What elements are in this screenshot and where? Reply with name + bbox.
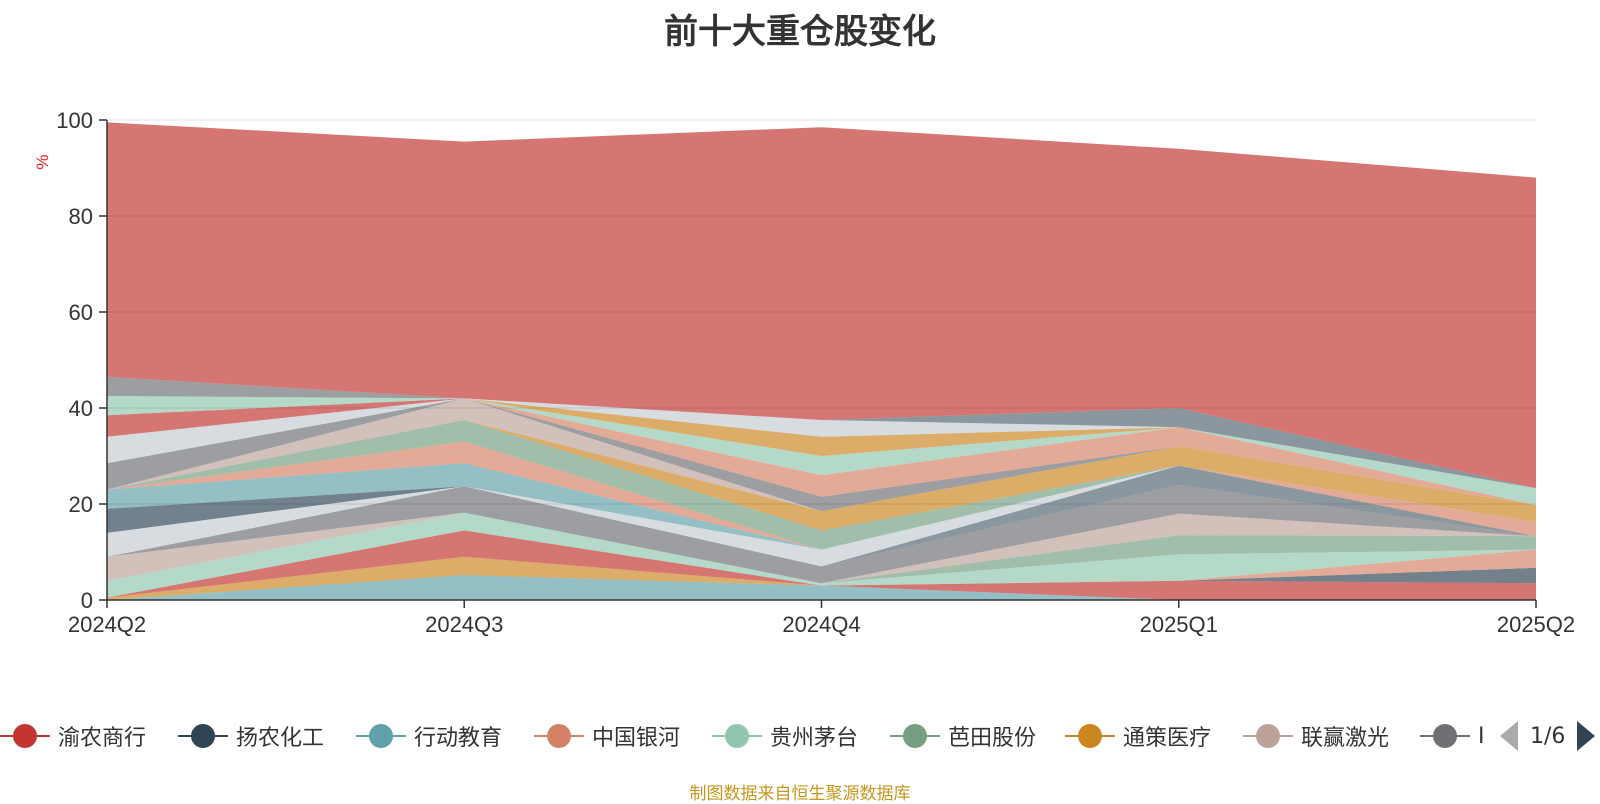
axis-layer: 0 20 40 60 80 100 2024Q2 2024Q3 2024Q4 2025Q1 2025…: [56, 108, 1575, 637]
legend-label: I: [1478, 723, 1485, 749]
legend-item[interactable]: I: [1420, 712, 1485, 760]
legend-label: 行动教育: [414, 726, 503, 751]
legend-marker-icon: [712, 724, 762, 748]
series-area-24[interactable]: [107, 396, 1536, 489]
y-tick-label: 20: [69, 492, 93, 517]
series-area-6[interactable]: [107, 512, 1536, 598]
legend-label: 联赢激光: [1301, 726, 1390, 751]
area-layer: [107, 122, 1536, 600]
series-area-7[interactable]: [107, 512, 1536, 584]
series-area-2[interactable]: [107, 556, 1536, 600]
legend-item[interactable]: 联赢激光: [1243, 712, 1389, 760]
series-area-8[interactable]: [107, 512, 1536, 584]
legend-label: 通策医疗: [1123, 726, 1212, 751]
x-tick-label: 2024Q3: [425, 612, 503, 637]
y-tick-label: 100: [56, 108, 93, 133]
chart-title: 前十大重仓股变化: [664, 12, 936, 52]
next-page-icon[interactable]: [1577, 721, 1596, 751]
series-area-1[interactable]: [107, 575, 1536, 600]
legend-item[interactable]: 中国银河: [534, 712, 680, 760]
legend-marker-icon: [356, 724, 406, 748]
legend-pager: 1/6: [1500, 718, 1596, 754]
legend-item[interactable]: 行动教育: [356, 712, 502, 760]
legend-label: 扬农化工: [236, 726, 325, 751]
legend-marker-icon: [1420, 724, 1470, 748]
series-area-23[interactable]: [107, 396, 1536, 489]
legend-marker-icon: [1243, 724, 1293, 748]
legend-label: 中国银河: [592, 726, 681, 751]
y-axis-label: %: [33, 154, 52, 169]
series-area-27[interactable]: [107, 376, 1536, 489]
legend-label: 芭田股份: [948, 726, 1037, 751]
series-area-28[interactable]: [107, 122, 1536, 489]
legend-marker-icon: [534, 724, 584, 748]
legend-item[interactable]: 芭田股份: [890, 712, 1036, 760]
legend-marker-icon: [890, 724, 940, 748]
y-tick-label: 80: [69, 204, 93, 229]
previous-page-icon[interactable]: [1500, 721, 1518, 751]
legend-marker-icon: [0, 724, 50, 748]
series-area-26[interactable]: [107, 396, 1536, 489]
legend-item[interactable]: 贵州茅台: [712, 712, 858, 760]
legend: 渝农商行 扬农化工 行动教育 中国银河 贵州茅台 芭田股份 通策医疗 联赢激光 I: [0, 712, 1600, 760]
y-tick-label: 40: [69, 396, 93, 421]
x-tick-label: 2025Q2: [1497, 612, 1575, 637]
legend-marker-icon: [1065, 724, 1115, 748]
y-tick-label: 60: [69, 300, 93, 325]
x-tick-label: 2025Q1: [1140, 612, 1218, 637]
page-indicator: 1/6: [1530, 723, 1566, 749]
series-area-13[interactable]: [107, 463, 1536, 550]
x-tick-label: 2024Q2: [68, 612, 146, 637]
legend-item[interactable]: 渝农商行: [0, 712, 146, 760]
series-area-16[interactable]: [107, 420, 1536, 531]
series-area-19[interactable]: [107, 398, 1536, 505]
legend-item[interactable]: 通策医疗: [1065, 712, 1211, 760]
series-area-9[interactable]: [107, 484, 1536, 584]
series-area-3[interactable]: [107, 530, 1536, 600]
data-source-note: 制图数据来自恒生聚源数据库: [689, 784, 911, 804]
legend-marker-icon: [178, 724, 228, 748]
legend-item[interactable]: 扬农化工: [178, 712, 324, 760]
legend-label: 贵州茅台: [770, 726, 859, 751]
y-tick-label: 0: [81, 588, 93, 613]
legend-label: 渝农商行: [58, 726, 147, 751]
x-tick-label: 2024Q4: [782, 612, 860, 637]
